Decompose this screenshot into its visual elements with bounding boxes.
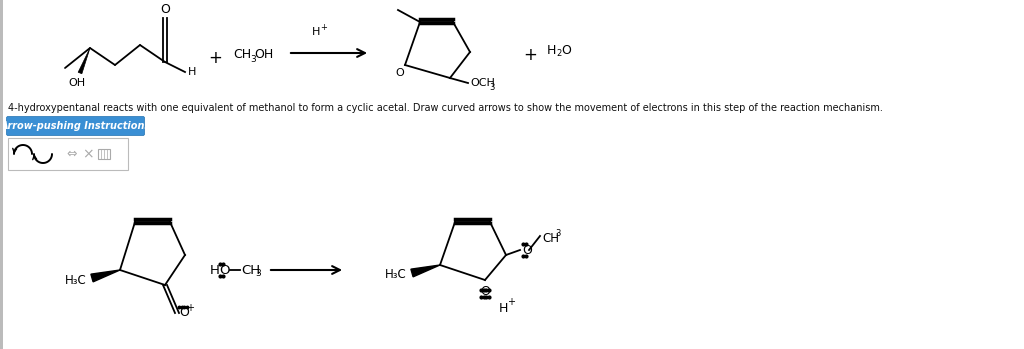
Polygon shape: [78, 48, 90, 74]
Text: OCH: OCH: [470, 78, 495, 88]
Text: H: H: [499, 302, 508, 315]
Text: H₃C: H₃C: [385, 268, 407, 282]
Text: 3: 3: [250, 54, 256, 64]
Text: +: +: [523, 46, 537, 64]
Text: 3: 3: [255, 269, 261, 279]
Text: CH: CH: [241, 263, 260, 276]
Text: O: O: [219, 263, 229, 276]
Text: 4-hydroxypentanal reacts with one equivalent of methanol to form a cyclic acetal: 4-hydroxypentanal reacts with one equiva…: [8, 103, 883, 113]
Text: +: +: [208, 49, 222, 67]
Text: 2: 2: [556, 50, 561, 59]
Text: O: O: [561, 44, 570, 57]
Text: ⇔: ⇔: [67, 148, 77, 161]
Text: H₃C: H₃C: [66, 274, 87, 287]
Text: O: O: [160, 3, 170, 16]
Text: H: H: [188, 67, 197, 77]
Text: CH: CH: [233, 49, 251, 61]
Bar: [0, 0, 3, 349]
Bar: [8, 138, 128, 170]
Text: 3: 3: [555, 230, 560, 238]
Text: OH: OH: [69, 78, 86, 88]
Bar: [98, 149, 110, 159]
Text: O: O: [522, 244, 531, 257]
Text: Arrow-pushing Instructions: Arrow-pushing Instructions: [0, 121, 151, 131]
Polygon shape: [411, 265, 440, 277]
Text: O: O: [179, 306, 188, 319]
Text: H: H: [312, 27, 321, 37]
Text: +: +: [319, 23, 327, 32]
Text: ×: ×: [82, 147, 94, 161]
Text: 3: 3: [489, 83, 495, 92]
Text: O: O: [395, 68, 404, 78]
FancyBboxPatch shape: [6, 117, 144, 135]
Text: H: H: [210, 263, 220, 276]
Text: +: +: [186, 303, 194, 313]
Text: OH: OH: [254, 49, 273, 61]
Polygon shape: [91, 270, 120, 282]
Text: +: +: [507, 297, 515, 307]
Text: H: H: [547, 44, 556, 57]
Text: CH: CH: [542, 231, 559, 245]
Text: O: O: [480, 285, 489, 298]
